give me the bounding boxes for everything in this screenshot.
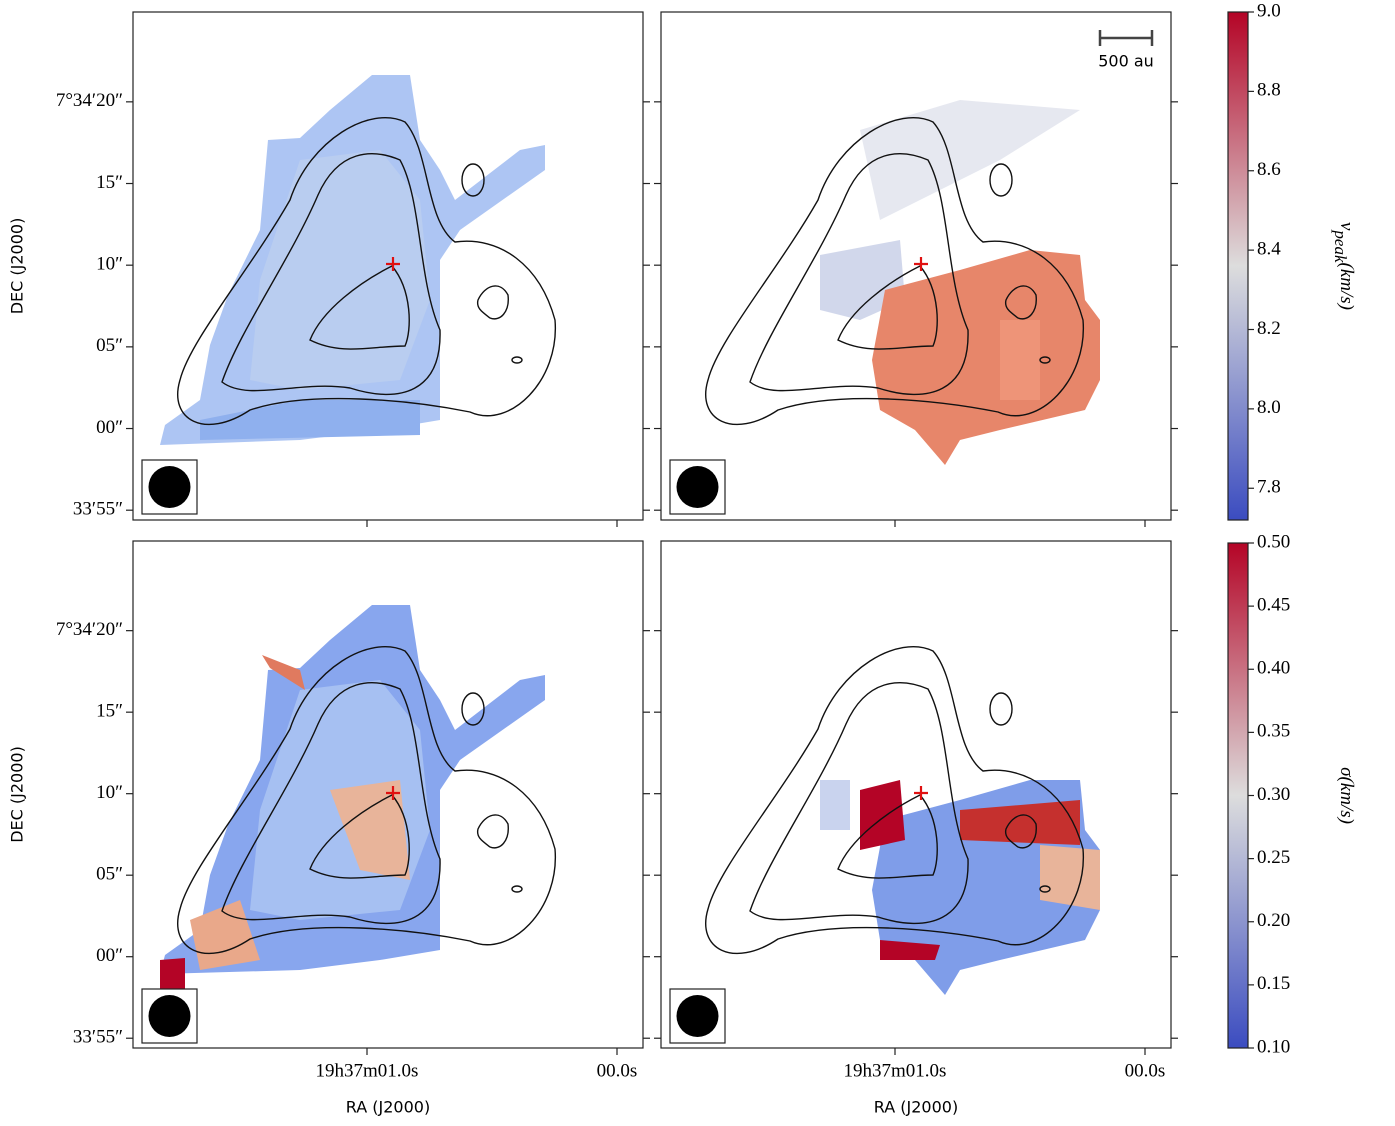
colorbar-tick-label: 8.2 — [1257, 318, 1281, 339]
colorbar-tick-label: 8.8 — [1257, 80, 1281, 101]
colorbar — [1227, 542, 1249, 1049]
x-tick-label: 19h37m01.0s — [844, 1060, 947, 1081]
colorbar-tick-label: 0.20 — [1257, 910, 1290, 931]
colorbar-label-unit: (km/s) — [1336, 776, 1357, 823]
colorbar-tick-label: 8.0 — [1257, 397, 1281, 418]
y-tick-label: 00″ — [96, 945, 123, 966]
panel-frame — [660, 540, 1172, 1049]
x-tick-label: 00.0s — [597, 1060, 638, 1081]
colorbar-label-symbol: σ — [1336, 767, 1357, 777]
colorbar-tick-label: 0.30 — [1257, 784, 1290, 805]
colorbar-label-symbol: v — [1336, 222, 1357, 231]
y-tick-label: 33′55″ — [73, 1027, 123, 1048]
y-tick-label: 7°34′20″ — [56, 90, 123, 111]
colorbar-tick-label: 7.8 — [1257, 477, 1281, 498]
colorbar-tick-label: 9.0 — [1257, 0, 1281, 21]
colorbar-tick-label: 0.15 — [1257, 973, 1290, 994]
x-tick-label: 00.0s — [1125, 1060, 1166, 1081]
map-panel-4 — [669, 646, 1100, 1044]
colorbar-tick-label: 0.40 — [1257, 658, 1290, 679]
colorbar-tick-label: 0.10 — [1257, 1036, 1290, 1057]
colorbar-label: σ(km/s) — [1336, 767, 1357, 824]
y-tick-label: 10″ — [96, 254, 123, 275]
panel-frame — [132, 540, 644, 1049]
y-tick-label: 33′55″ — [73, 499, 123, 520]
panel-frame — [660, 11, 1172, 521]
colorbar-tick-label: 8.6 — [1257, 159, 1281, 180]
y-tick-label: 15″ — [96, 172, 123, 193]
y-tick-label: 10″ — [96, 782, 123, 803]
colorbar-tick-label: 0.45 — [1257, 594, 1290, 615]
y-tick-label: 00″ — [96, 417, 123, 438]
y-tick-label: 15″ — [96, 701, 123, 722]
x-axis-label: RA (J2000) — [874, 1098, 958, 1117]
colorbar-label: vpeak(km/s) — [1331, 222, 1357, 310]
map-panel-2 — [669, 30, 1154, 515]
map-panel-1 — [141, 75, 557, 515]
colorbar-tick-label: 0.25 — [1257, 847, 1290, 868]
colorbar-tick-label: 0.50 — [1257, 531, 1290, 552]
colorbar-label-subscript: peak — [1331, 229, 1350, 263]
y-tick-label: 7°34′20″ — [56, 619, 123, 640]
y-tick-label: 05″ — [96, 864, 123, 885]
panel-frame — [132, 11, 644, 521]
colorbar-tick-label: 0.35 — [1257, 721, 1290, 742]
x-tick-label: 19h37m01.0s — [316, 1060, 419, 1081]
scale-bar-label: 500 au — [1098, 52, 1154, 71]
map-panel-3 — [141, 605, 557, 1044]
colorbar-tick-label: 8.4 — [1257, 238, 1281, 259]
y-axis-label: DEC (J2000) — [8, 218, 27, 315]
colorbar-label-unit: (km/s) — [1336, 263, 1357, 310]
y-axis-label: DEC (J2000) — [8, 746, 27, 843]
y-tick-label: 05″ — [96, 335, 123, 356]
x-axis-label: RA (J2000) — [346, 1098, 430, 1117]
colorbar — [1227, 11, 1249, 521]
